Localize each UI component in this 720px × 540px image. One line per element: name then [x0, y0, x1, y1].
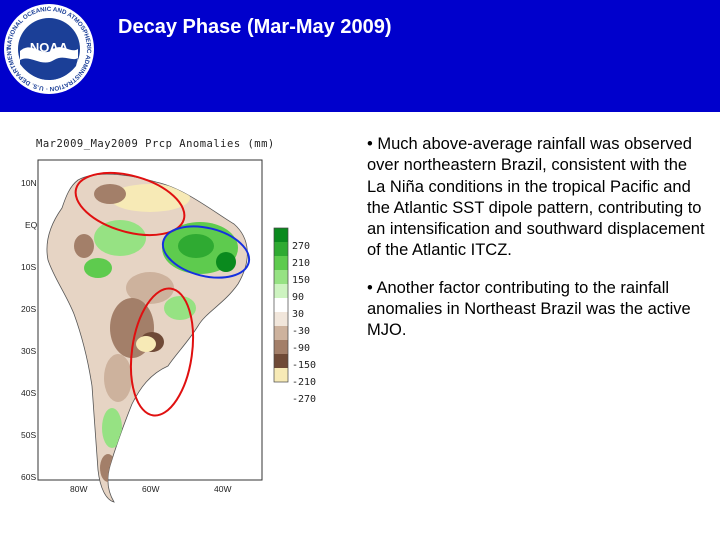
legend-label: 90 [292, 292, 304, 303]
bullet-item: • Another factor contributing to the rai… [367, 278, 691, 340]
highlight-ellipse-north [74, 171, 186, 237]
map-legend: 270 210 150 90 30 -30 -90 -150 -210 -270 [273, 227, 316, 405]
legend-swatch [274, 354, 288, 368]
lat-label: 40S [21, 388, 36, 398]
legend-swatch [274, 242, 288, 256]
legend-label: 150 [292, 275, 310, 286]
legend-swatch [274, 326, 288, 340]
anomaly-patches [74, 184, 238, 482]
legend-swatch [274, 340, 288, 354]
precip-anomaly-map: Mar2009_May2009 Prcp Anomalies (mm) [0, 128, 345, 540]
lat-label: 10N [21, 178, 37, 188]
legend-swatch [274, 368, 288, 382]
highlight-ellipse-northeast-brazil [161, 225, 251, 279]
legend-swatch [274, 228, 288, 242]
legend-swatch [274, 312, 288, 326]
lat-label: 30S [21, 346, 36, 356]
highlight-ellipse-south [129, 287, 195, 417]
longitude-labels: 80W 60W 40W [70, 484, 231, 494]
lon-label: 60W [142, 484, 159, 494]
noaa-logo: NOAA NATIONAL OCEANIC AND ATMOSPHERIC AD… [2, 2, 94, 94]
svg-text:NOAA: NOAA [30, 40, 69, 55]
legend-label: -150 [292, 360, 316, 371]
legend-label: -210 [292, 377, 316, 388]
legend-swatch [274, 256, 288, 270]
legend-label: -270 [292, 394, 316, 405]
map-figure: 10N EQ 10S 20S 30S 40S 50S 60S 80W 60W 4… [21, 159, 316, 503]
legend-label: 210 [292, 258, 310, 269]
legend-label: -90 [292, 343, 310, 354]
legend-swatch [274, 284, 288, 298]
lat-label: 60S [21, 472, 36, 482]
lat-label: 20S [21, 304, 36, 314]
bullet-list: • Much above-average rainfall was observ… [367, 134, 707, 358]
latitude-labels: 10N EQ 10S 20S 30S 40S 50S 60S [21, 178, 38, 482]
lat-label: 10S [21, 262, 36, 272]
lat-label: EQ [25, 220, 38, 230]
title-banner: NOAA NATIONAL OCEANIC AND ATMOSPHERIC AD… [0, 0, 720, 112]
lat-label: 50S [21, 430, 36, 440]
bullet-item: • Much above-average rainfall was observ… [367, 135, 705, 260]
lon-label: 80W [70, 484, 87, 494]
legend-label: -30 [292, 326, 310, 337]
legend-swatch [274, 270, 288, 284]
legend-label: 270 [292, 241, 310, 252]
map-title: Mar2009_May2009 Prcp Anomalies (mm) [36, 138, 275, 150]
lon-label: 40W [214, 484, 231, 494]
slide-title: Decay Phase (Mar-May 2009) [118, 16, 392, 38]
legend-label: 30 [292, 309, 304, 320]
